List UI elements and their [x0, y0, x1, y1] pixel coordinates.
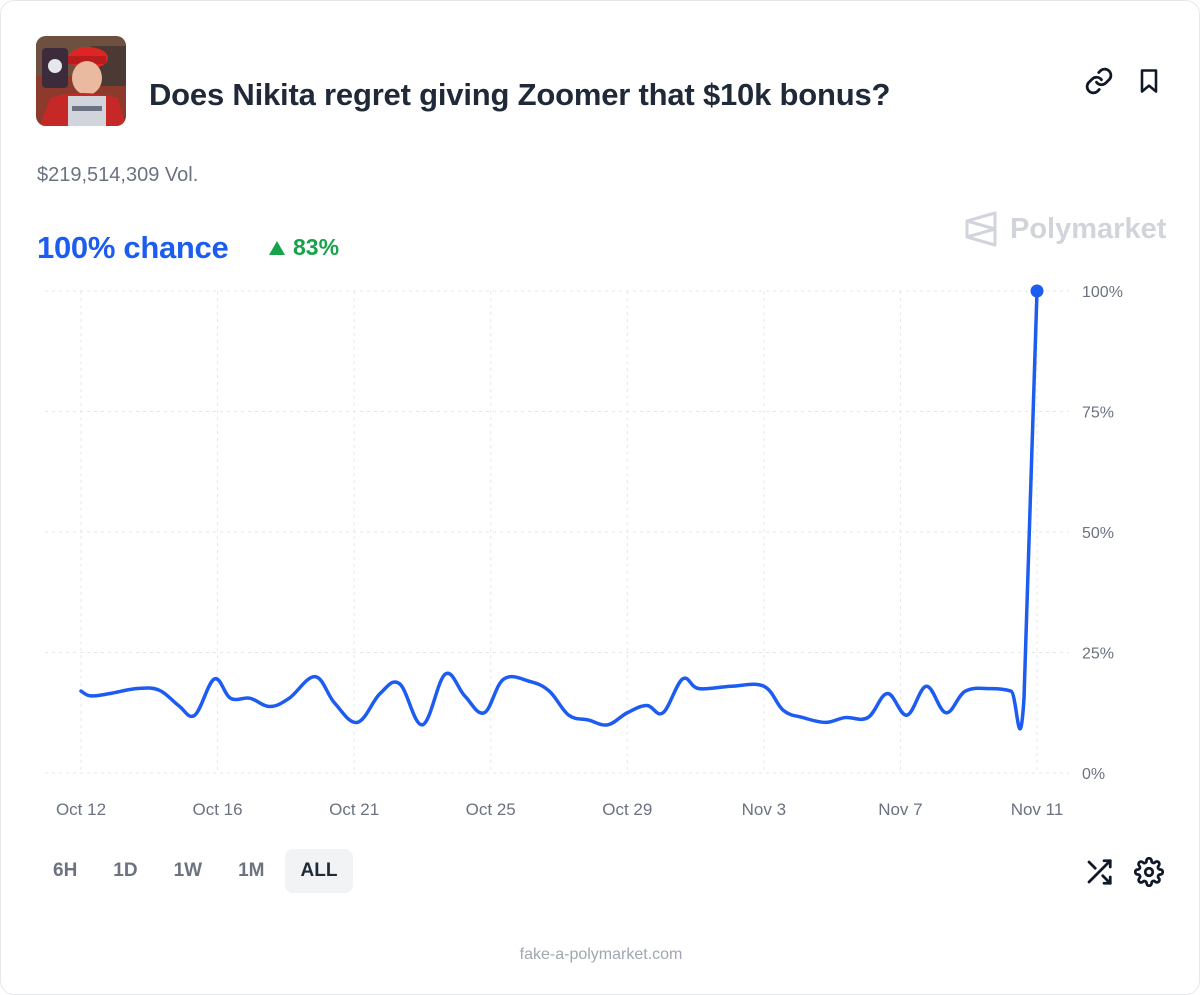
x-tick-label: Oct 12 — [56, 800, 106, 819]
x-tick-label: Oct 25 — [466, 800, 516, 819]
range-button-6h[interactable]: 6H — [53, 860, 78, 881]
chance-delta: 83% — [269, 234, 339, 261]
x-tick-label: Oct 29 — [602, 800, 652, 819]
y-tick-label: 50% — [1082, 525, 1114, 542]
brand-name: Polymarket — [1010, 212, 1167, 245]
shuffle-icon[interactable] — [1081, 854, 1117, 890]
polymarket-logo-icon — [965, 211, 997, 247]
range-button-1m[interactable]: 1M — [238, 860, 265, 881]
bookmark-icon[interactable] — [1131, 63, 1167, 99]
gear-icon[interactable] — [1131, 854, 1167, 890]
y-tick-label: 75% — [1082, 405, 1114, 422]
chance-delta-value: 83% — [293, 234, 340, 260]
polymarket-brand: Polymarket — [964, 211, 1166, 247]
y-tick-label: 25% — [1082, 646, 1114, 663]
range-button-all[interactable]: ALL — [284, 849, 354, 893]
range-button-1w[interactable]: 1W — [173, 860, 203, 881]
triangle-up-icon — [269, 240, 285, 255]
time-range-selector: 6H 1D 1W 1M ALL — [37, 849, 354, 893]
market-avatar — [36, 36, 126, 126]
series-line — [79, 289, 1039, 731]
link-icon[interactable] — [1081, 63, 1117, 99]
market-title: Does Nikita regret giving Zoomer that $1… — [149, 77, 891, 112]
price-chart[interactable]: 100% 75% 50% 25% 0% Oct 12 Oct 16 Oct 21 Oct 25 O… — [1, 1, 1200, 831]
series-end-point — [1030, 284, 1044, 298]
x-tick-label: Nov 11 — [1011, 800, 1064, 819]
range-button-1d[interactable]: 1D — [113, 860, 138, 881]
x-tick-label: Nov 3 — [742, 800, 786, 819]
x-tick-label: Oct 21 — [329, 800, 379, 819]
x-tick-label: Nov 7 — [878, 800, 922, 819]
volume-text: $219,514,309 Vol. — [37, 164, 199, 186]
chance-text: 100% chance — [37, 230, 229, 265]
y-tick-label: 100% — [1082, 284, 1123, 301]
footer-domain: fake-a-polymarket.com — [519, 946, 683, 963]
x-tick-label: Oct 16 — [193, 800, 243, 819]
y-tick-label: 0% — [1082, 766, 1105, 783]
